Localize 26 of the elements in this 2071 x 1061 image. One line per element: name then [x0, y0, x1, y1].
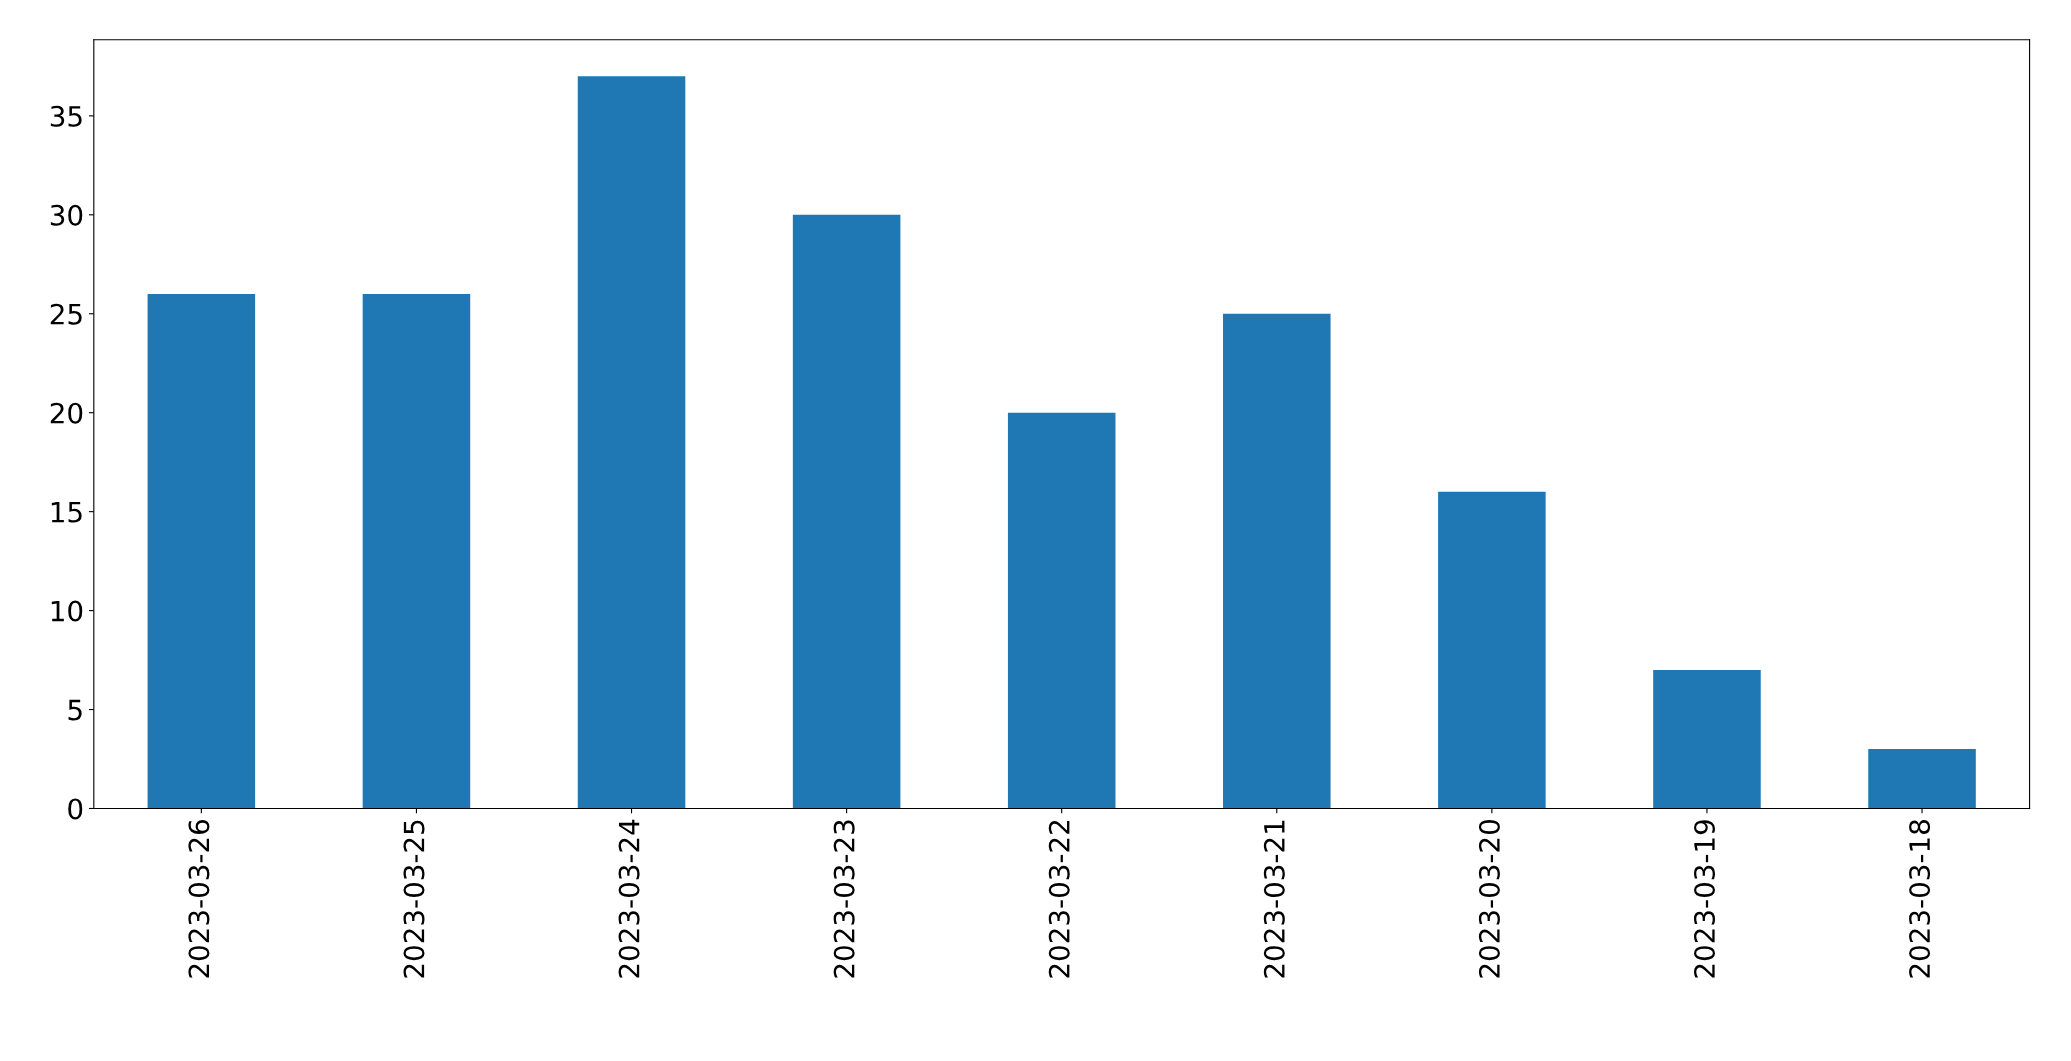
- y-tick-label: 15: [51, 501, 82, 523]
- bar: [1868, 749, 1976, 809]
- bar: [1223, 313, 1331, 809]
- x-tick-label: 2023-03-25: [403, 820, 425, 978]
- x-tick-label: 2023-03-23: [833, 820, 855, 978]
- x-tick-label: 2023-03-24: [618, 819, 640, 978]
- y-tick-label: 30: [50, 204, 83, 226]
- x-tick-label: 2023-03-19: [1694, 820, 1716, 978]
- x-tick-label: 2023-03-21: [1263, 820, 1285, 978]
- bar: [577, 76, 686, 809]
- y-tick-label: 20: [50, 402, 83, 424]
- y-tick-label: 10: [51, 600, 83, 622]
- x-tick-label: 2023-03-22: [1048, 820, 1070, 978]
- bar: [362, 293, 471, 809]
- x-tick-label: 2023-03-18: [1909, 820, 1931, 978]
- y-tick-label: 35: [50, 105, 82, 127]
- y-tick-label: 0: [68, 798, 83, 820]
- bar: [1007, 412, 1116, 809]
- bar: [1653, 669, 1761, 809]
- x-tick-label: 2023-03-26: [188, 819, 210, 978]
- x-tick-label: 2023-03-20: [1478, 820, 1500, 978]
- bar: [792, 214, 901, 809]
- bar: [147, 293, 256, 809]
- y-tick-label: 5: [68, 699, 82, 721]
- y-tick-label: 25: [50, 303, 82, 325]
- bar: [1438, 491, 1546, 809]
